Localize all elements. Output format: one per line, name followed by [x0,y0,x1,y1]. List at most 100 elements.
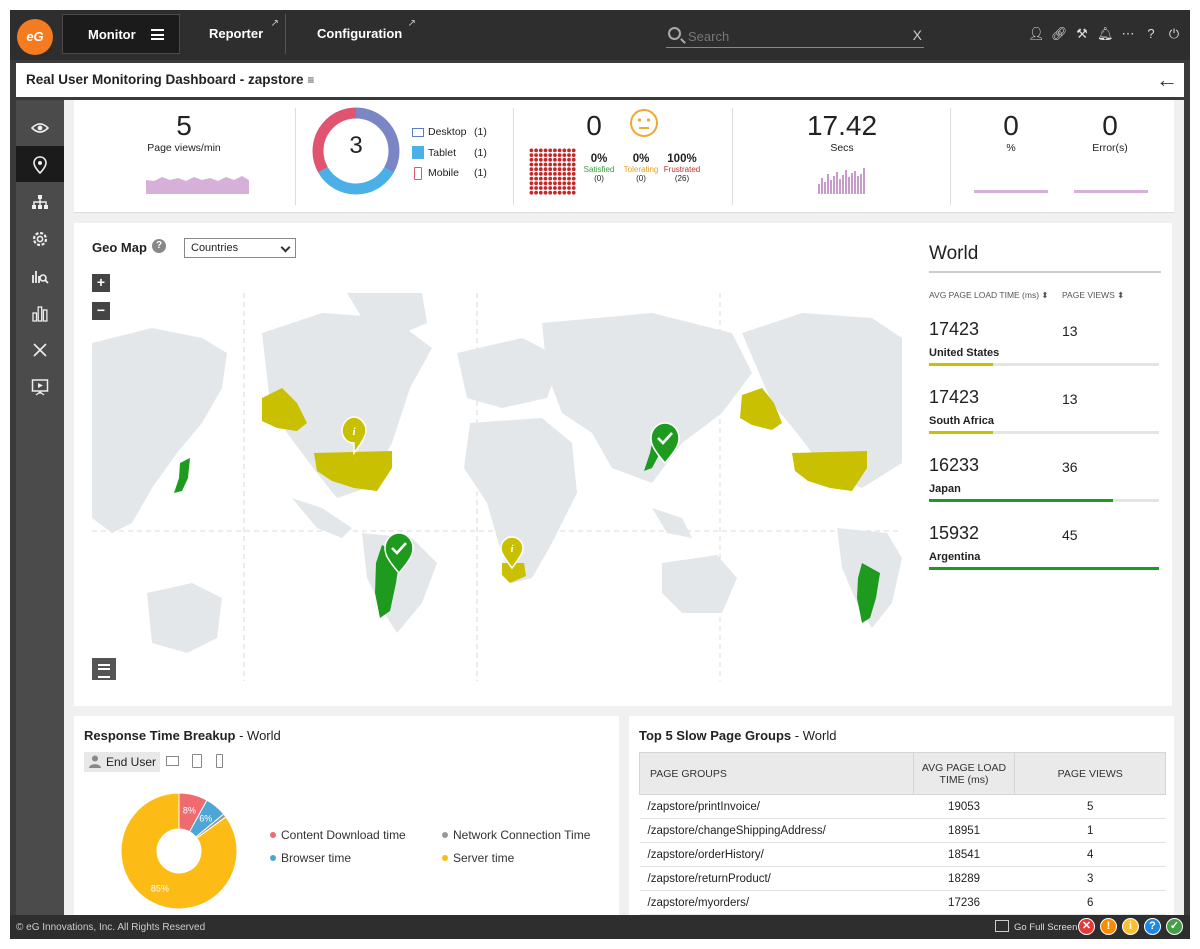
end-user-tab[interactable]: End User [84,752,160,772]
map-country-alaska[interactable] [262,388,307,431]
layers-icon[interactable]: ≡ [307,73,315,87]
zoom-in-button[interactable]: + [92,274,110,292]
kpi-strip: 5 Page views/min 3 Desktop (1) Tablet (1) … [74,100,1174,213]
table-row[interactable]: /zapstore/changeShippingAddress/18951 1 [639,818,1166,843]
col-page-views[interactable]: PAGE VIEWS [1014,752,1166,795]
page-views-value: 36 [1062,459,1078,475]
map-country-united-states[interactable] [314,451,392,491]
tablet-icon[interactable] [192,754,202,768]
pie-slice[interactable] [120,792,238,910]
sort-icon[interactable]: ⬍ [1117,290,1125,300]
frustrated-dot [553,167,557,172]
external-link-icon: ↗ [407,18,416,29]
map-marker-info-south-africa[interactable]: i [500,536,524,570]
go-full-screen-link[interactable]: Go Full Screen [1014,922,1078,933]
unknown-status-icon[interactable]: ? [1144,918,1161,935]
zoom-out-button[interactable]: − [92,302,110,320]
close-icon[interactable] [16,331,64,367]
col-avg-load-time[interactable]: AVG PAGE LOAD TIME (ms) [912,752,1016,795]
fullscreen-icon[interactable] [995,920,1009,932]
analytics-search-icon[interactable] [16,257,64,293]
legend-item[interactable]: Content Download time [270,828,406,842]
world-map[interactable]: i i [92,293,902,681]
frustrated-dot [548,176,553,181]
col-page-groups[interactable]: PAGE GROUPS [639,752,914,795]
sort-icon[interactable]: ⬍ [1041,290,1049,300]
link-icon[interactable]: 🔗︎ [1051,26,1068,41]
legend-item[interactable]: Browser time [270,851,351,865]
menu-icon[interactable] [151,29,164,40]
critical-alert-icon[interactable]: ✕ [1078,918,1095,935]
tab-monitor[interactable]: Monitor [62,14,180,54]
frustrated-dot [538,176,543,181]
more-icon[interactable]: ⋯ [1121,26,1135,41]
search-icon [668,27,681,40]
eg-logo[interactable]: eG [17,19,53,55]
map-country-south-africa[interactable] [502,563,526,583]
frustrated-dot [538,186,543,190]
frustrated-dot [562,190,567,195]
response-time-bar [842,175,844,194]
world-country-row[interactable]: 17423 13 United States [929,319,1161,387]
tab-reporter[interactable]: Reporter ↗ [186,14,286,54]
location-pin-icon[interactable] [16,146,64,182]
topology-icon[interactable] [16,183,64,219]
col-avg-load-header[interactable]: AVG PAGE LOAD TIME (ms) ⬍ [929,290,1049,301]
frustrated-dot [567,167,571,172]
legend-item[interactable]: Server time [442,851,514,865]
desktop-icon[interactable] [166,756,179,766]
map-marker-check-argentina[interactable] [384,532,414,575]
error-pct-label: % [1006,142,1016,154]
normal-status-icon[interactable]: ✓ [1166,918,1183,935]
devices-legend: Desktop (1) Tablet (1) Mobile (1) [412,122,487,184]
col-page-views-header[interactable]: PAGE VIEWS ⬍ [1062,290,1124,301]
help-icon[interactable]: ? [1147,26,1155,41]
world-country-row[interactable]: 17423 13 South Africa [929,387,1161,455]
back-arrow-icon[interactable]: ← [1156,67,1178,92]
map-marker-info-us[interactable]: i [341,416,367,456]
tools-icon[interactable]: ⚒ [1076,26,1088,41]
response-time-bar [827,174,829,194]
tab-configuration[interactable]: Configuration ↗ [292,14,422,54]
bell-icon[interactable]: 🔔︎ [1097,26,1114,41]
page-group-cell[interactable]: /zapstore/returnProduct/ [639,866,914,891]
table-row[interactable]: /zapstore/returnProduct/18289 3 [639,866,1166,891]
world-country-row[interactable]: 15932 45 Argentina [929,523,1161,591]
device-tablet: Tablet (1) [412,143,487,164]
page-group-cell[interactable]: /zapstore/printInvoice/ [639,794,914,819]
presentation-icon[interactable] [16,368,64,404]
mobile-icon[interactable] [216,754,223,768]
table-row[interactable]: /zapstore/myorders/17236 6 [639,890,1166,915]
page-group-cell[interactable]: /zapstore/myorders/ [639,890,914,915]
table-row[interactable]: /zapstore/orderHistory/18541 4 [639,842,1166,867]
map-country-argentina-right[interactable] [857,563,880,623]
map-country-japan-left[interactable] [174,458,190,493]
geo-level-select[interactable]: Countries [184,238,296,258]
page-group-cell[interactable]: /zapstore/changeShippingAddress/ [639,818,914,843]
power-icon[interactable]: ⏻ [1168,26,1180,41]
world-country-row[interactable]: 16233 36 Japan [929,455,1161,523]
legend-item[interactable]: Network Connection Time [442,828,590,842]
avg-load-value: 15932 [929,523,980,543]
page-group-cell[interactable]: /zapstore/orderHistory/ [639,842,914,867]
load-bar-fill [929,431,994,434]
bar-chart-icon[interactable] [16,294,64,330]
frustrated-dot [557,153,562,157]
map-menu-button[interactable] [92,658,116,680]
map-country-united-states-right[interactable] [792,451,867,491]
table-row[interactable]: /zapstore/printInvoice/19053 5 [639,794,1166,819]
settings-icon[interactable] [16,220,64,256]
minor-alert-icon[interactable]: i [1122,918,1139,935]
search-input[interactable] [688,27,888,45]
response-time-bar [818,184,820,194]
major-alert-icon[interactable]: ! [1100,918,1117,935]
clear-search-icon[interactable]: X [912,27,922,43]
map-country-alaska-right[interactable] [740,388,782,430]
pie-slice-label: 85% [151,883,169,893]
frustrated-dot [553,176,557,181]
map-marker-check-japan[interactable] [650,422,680,465]
eye-icon[interactable] [16,109,64,145]
help-icon[interactable]: ? [152,239,166,253]
user-icon[interactable]: 👤︎ [1028,26,1045,41]
response-time-bar [851,173,853,194]
